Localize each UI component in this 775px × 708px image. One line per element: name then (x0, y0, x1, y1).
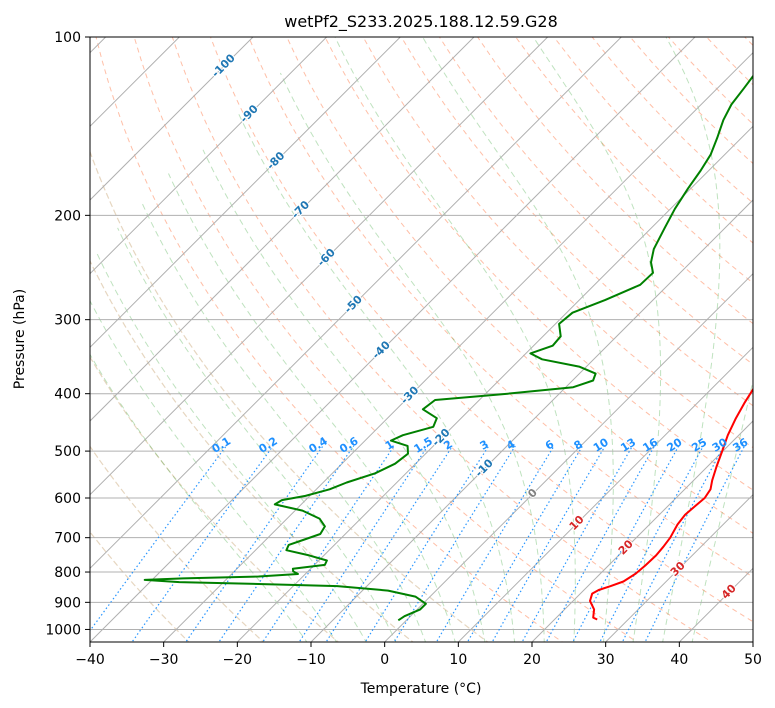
y-axis-ticks: 100 200 300 400 500 600 700 800 900 1000 (45, 30, 90, 638)
temperature-profile (589, 387, 753, 621)
mixing-ratio-line (491, 445, 606, 642)
y-axis-title: Pressure (hPa) (12, 289, 28, 389)
y-tick-label: 400 (54, 387, 81, 403)
y-tick-label: 100 (54, 30, 81, 46)
x-axis-ticks: −40 −30 −20 −10 0 10 20 30 40 50 (75, 642, 762, 668)
y-tick-label: 1000 (45, 622, 81, 638)
y-tick-label: 900 (54, 595, 81, 611)
skewed-isotherms (90, 37, 753, 642)
mixing-ratio-line (325, 445, 454, 642)
moist-adiabat (238, 113, 516, 642)
isotherm-line (310, 199, 753, 642)
mixing-ratio-line (364, 445, 490, 642)
isotherm-line (90, 37, 549, 496)
moist-adiabat (90, 299, 338, 642)
mixing-ratio-lines (90, 445, 746, 642)
y-tick-label: 200 (54, 208, 81, 224)
y-tick-label: 800 (54, 565, 81, 581)
mixing-ratio-line (572, 445, 680, 642)
chart-title: wetPf2_S233.2025.188.12.59.G28 (284, 12, 558, 32)
dry-adiabat (90, 150, 489, 642)
x-tick-label: −40 (75, 652, 105, 668)
moist-adiabat (168, 173, 456, 642)
dewpoint-profile (143, 74, 753, 622)
isotherm-line (90, 37, 623, 570)
isotherm-line (90, 37, 475, 422)
mixing-ratio-line (185, 445, 324, 642)
x-tick-label: −30 (149, 652, 179, 668)
moist-adiabat (90, 353, 308, 642)
x-tick-label: 0 (380, 652, 389, 668)
x-tick-label: −20 (223, 652, 253, 668)
y-tick-label: 600 (54, 491, 81, 507)
moist-adiabat (279, 72, 545, 642)
y-tick-label: 700 (54, 531, 81, 547)
y-tick-label: 300 (54, 313, 81, 329)
isotherm-line (531, 420, 753, 642)
mixing-ratio-line (262, 445, 395, 642)
isotherm-line (604, 493, 753, 642)
mixing-ratio-line (131, 445, 274, 642)
x-tick-label: 50 (744, 652, 762, 668)
x-tick-label: 10 (449, 652, 467, 668)
mixing-ratio-line (599, 445, 704, 642)
plot-frame (89, 36, 754, 643)
pressure-gridlines (90, 37, 753, 630)
isotherm-line (90, 37, 696, 642)
dry-adiabat (90, 445, 265, 642)
isotherm-line (457, 346, 753, 642)
x-axis-title: Temperature (°C) (360, 681, 482, 697)
mixing-ratio-line (298, 445, 429, 642)
y-tick-label: 500 (54, 444, 81, 460)
dry-adiabat (324, 37, 753, 491)
isotherm-line (90, 37, 402, 349)
isotherm-line (383, 272, 753, 642)
dry-adiabat (95, 37, 564, 642)
x-tick-label: 30 (597, 652, 615, 668)
moist-adiabat (117, 227, 397, 642)
moist-adiabat (95, 251, 367, 642)
mixing-ratio-line (466, 445, 584, 642)
dry-adiabat (210, 37, 753, 623)
moist-adiabat (141, 201, 427, 642)
isotherm-line (90, 37, 328, 275)
mixing-ratio-line (393, 445, 516, 642)
x-tick-label: 40 (670, 652, 688, 668)
x-tick-label: −10 (296, 652, 326, 668)
dry-adiabat (362, 37, 753, 449)
isotherm-line (162, 51, 753, 642)
isotherm-line (236, 125, 753, 642)
plot-area (90, 37, 753, 642)
dry-adiabat (477, 37, 753, 325)
x-tick-label: 20 (523, 652, 541, 668)
moist-adiabat (202, 149, 486, 642)
profile-series (143, 74, 753, 622)
isotherm-line (90, 37, 254, 201)
